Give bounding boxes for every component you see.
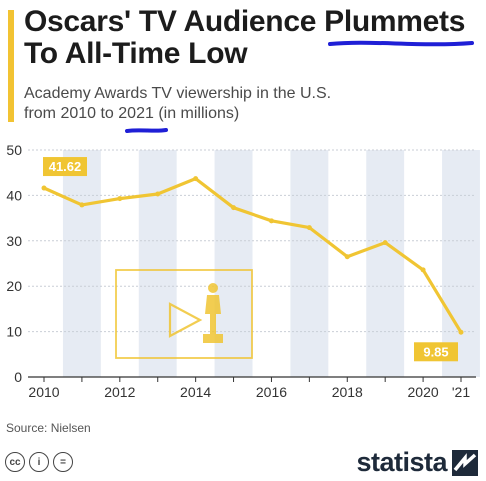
background-band: [290, 150, 329, 377]
title-accent-bar: [8, 10, 14, 122]
y-tick-label: 20: [6, 278, 22, 294]
subtitle-line-1: Academy Awards TV viewership in the U.S.: [24, 85, 332, 102]
data-label: 41.62: [49, 159, 82, 174]
title-line-1: Oscars' TV Audience Plummets: [24, 5, 466, 38]
data-point: [420, 267, 426, 273]
background-band: [442, 150, 480, 377]
source-note: Source: Nielsen: [6, 421, 91, 435]
x-tick-label: 2014: [180, 384, 211, 400]
cc-icon: cc: [5, 452, 25, 472]
data-point: [117, 196, 123, 202]
data-label-box: [43, 157, 87, 177]
x-tick-label: 2020: [408, 384, 439, 400]
y-tick-label: 30: [6, 233, 22, 249]
background-band: [62, 150, 101, 377]
data-point: [79, 202, 85, 208]
x-tick-label: 2016: [256, 384, 287, 400]
underline-plummets: [328, 40, 474, 47]
background-band: [138, 150, 177, 377]
y-tick-label: 0: [14, 369, 22, 385]
annotation-underlines: [125, 40, 474, 133]
y-tick-label: 40: [6, 187, 22, 203]
brand-name: statista: [356, 447, 447, 477]
data-label: 9.85: [423, 344, 448, 359]
background-band: [366, 150, 405, 377]
x-tick-label: 2012: [104, 384, 135, 400]
subtitle: Academy Awards TV viewership in the U.S.…: [24, 84, 464, 124]
line-chart: 0 10 20 30 40 50 2010 2012 2014 2016 2018 2020 '21 41…: [6, 142, 480, 400]
license-icons: cc i =: [5, 452, 73, 472]
page-title: Oscars' TV Audience Plummets To All-Time…: [24, 6, 482, 70]
oscar-video-illustration: [115, 269, 253, 359]
data-label-box: [414, 342, 458, 362]
person-icon: i: [29, 452, 49, 472]
data-point: [155, 191, 161, 197]
data-point: [344, 254, 350, 260]
x-tick-label: 2018: [332, 384, 363, 400]
data-point: [458, 329, 464, 335]
x-tick-label: '21: [452, 384, 470, 400]
data-point: [193, 176, 199, 182]
series-line: [42, 177, 463, 334]
equals-icon: =: [53, 452, 73, 472]
brand[interactable]: statista: [356, 447, 478, 478]
data-point: [41, 185, 47, 191]
data-point: [231, 205, 237, 211]
y-tick-label: 50: [6, 142, 22, 158]
x-tick-label: 2010: [28, 384, 59, 400]
data-point: [268, 218, 274, 224]
statista-logo-icon: [452, 449, 478, 476]
subtitle-line-2: from 2010 to 2021 (in millions): [24, 105, 240, 122]
title-line-2: To All-Time Low: [24, 37, 248, 70]
data-point: [306, 225, 312, 231]
data-point: [382, 240, 388, 246]
underline-2021: [125, 128, 168, 133]
y-tick-label: 10: [6, 324, 22, 340]
